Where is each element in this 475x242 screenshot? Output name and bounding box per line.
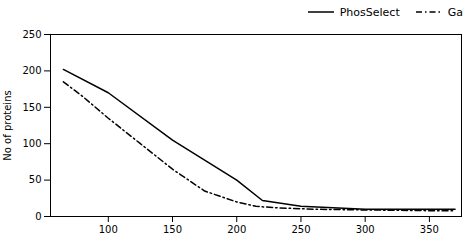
svg-text:100: 100 [99,224,118,235]
svg-text:250: 250 [291,224,310,235]
svg-text:200: 200 [22,65,41,76]
svg-text:300: 300 [356,224,375,235]
svg-text:150: 150 [163,224,182,235]
svg-text:No of proteins: No of proteins [2,90,13,160]
svg-text:150: 150 [22,102,41,113]
html-text:PhosSelect: PhosSelect [339,5,400,19]
svg-text:50: 50 [29,174,42,185]
svg-text:350: 350 [420,224,439,235]
svg-text:100: 100 [22,138,41,149]
svg-text:200: 200 [227,224,246,235]
html-text:Ga: Ga [447,5,463,19]
svg-text:0: 0 [35,211,41,222]
svg-text:250: 250 [22,29,41,40]
